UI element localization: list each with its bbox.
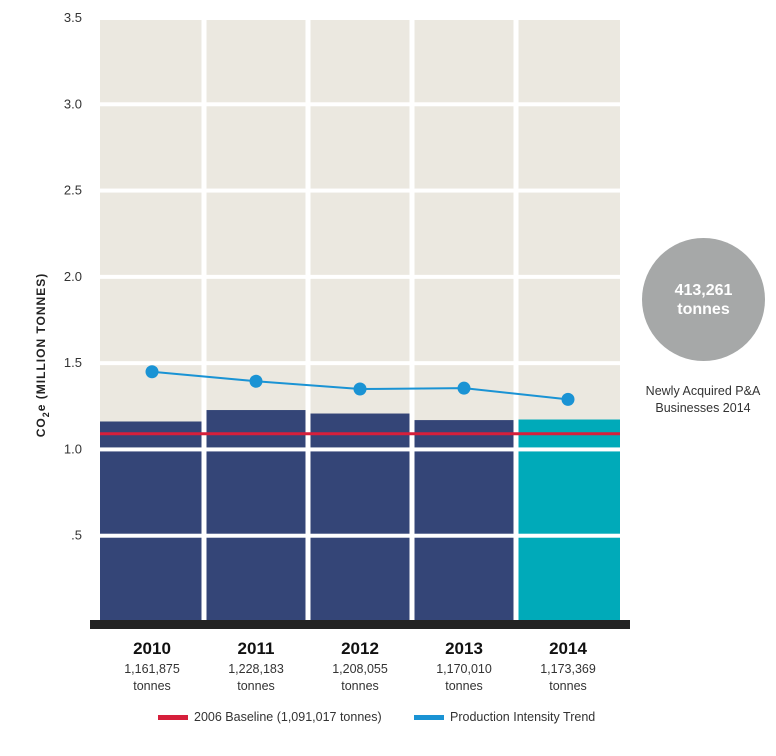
trend-point-2013 xyxy=(457,381,471,395)
legend-trend-label: Production Intensity Trend xyxy=(450,710,596,724)
trend-point-2012 xyxy=(353,382,367,396)
year-label-2014: 2014 xyxy=(549,639,587,658)
unit-label-2012: tonnes xyxy=(341,679,379,693)
bubble-caption-line2: Businesses 2014 xyxy=(655,401,751,415)
value-label-2012: 1,208,055 xyxy=(332,662,388,676)
x-labels: 2010 1,161,875 tonnes 2011 1,228,183 tonnes 20… xyxy=(124,639,596,693)
value-label-2010: 1,161,875 xyxy=(124,662,180,676)
trend-point-2011 xyxy=(249,374,263,388)
trend-point-2014 xyxy=(561,392,575,406)
gridline-1 xyxy=(100,447,620,452)
column-divider-3 xyxy=(409,18,415,622)
unit-label-2013: tonnes xyxy=(445,679,483,693)
column-divider-4 xyxy=(513,18,519,622)
bubble-value: 413,261 xyxy=(674,281,733,299)
bars-group xyxy=(100,410,620,622)
trend-point-2010 xyxy=(145,365,159,379)
gridline-3 xyxy=(100,102,620,107)
bubble-caption-line1: Newly Acquired P&A xyxy=(645,384,761,398)
gridline-3.5 xyxy=(100,16,620,20)
y-tick-1.5: 1.5 xyxy=(64,355,82,370)
gridline-2 xyxy=(100,274,620,279)
year-label-2012: 2012 xyxy=(341,639,379,658)
year-label-2013: 2013 xyxy=(445,639,483,658)
y-tick-2.5: 2.5 xyxy=(64,183,82,198)
bar-2013 xyxy=(414,420,514,622)
legend-trend-swatch xyxy=(414,714,444,720)
year-label-2010: 2010 xyxy=(133,639,171,658)
legend-baseline-label: 2006 Baseline (1,091,017 tonnes) xyxy=(194,710,382,724)
y-axis-label: CO2e (MILLION TONNES) xyxy=(34,273,51,437)
year-label-2011: 2011 xyxy=(238,639,275,658)
unit-label-2010: tonnes xyxy=(133,679,171,693)
horizontal-grid xyxy=(100,16,620,538)
gridline-1.5 xyxy=(100,361,620,366)
y-tick-labels: .5 1.0 1.5 2.0 2.5 3.0 3.5 xyxy=(64,10,82,543)
value-label-2013: 1,170,010 xyxy=(436,662,492,676)
bubble-unit: tonnes xyxy=(677,300,730,318)
bar-2011 xyxy=(206,410,306,622)
legend-baseline-swatch xyxy=(158,714,188,720)
bar-2014 xyxy=(518,419,620,622)
bar-2010 xyxy=(100,421,202,622)
bubble-caption: Newly Acquired P&A Businesses 2014 xyxy=(628,383,776,417)
trend-series xyxy=(145,365,575,406)
vertical-grid xyxy=(201,18,519,622)
unit-label-2014: tonnes xyxy=(549,679,587,693)
value-label-2011: 1,228,183 xyxy=(228,662,284,676)
y-tick-3.5: 3.5 xyxy=(64,10,82,25)
bar-2012 xyxy=(310,413,410,622)
y-tick-1.0: 1.0 xyxy=(64,441,82,456)
legend-baseline: 2006 Baseline (1,091,017 tonnes) xyxy=(158,710,382,724)
value-label-2014: 1,173,369 xyxy=(540,662,596,676)
unit-label-2011: tonnes xyxy=(237,679,275,693)
x-axis-bar xyxy=(90,620,630,629)
acquired-businesses-bubble: 413,261 tonnes xyxy=(642,238,765,361)
gridline-0.5 xyxy=(100,533,620,538)
gridline-2.5 xyxy=(100,188,620,193)
y-tick-3.0: 3.0 xyxy=(64,96,82,111)
y-tick-2.0: 2.0 xyxy=(64,269,82,284)
legend-trend: Production Intensity Trend xyxy=(414,710,595,724)
y-tick-.5: .5 xyxy=(71,528,82,543)
column-divider-2 xyxy=(305,18,311,622)
column-divider-1 xyxy=(201,18,207,622)
